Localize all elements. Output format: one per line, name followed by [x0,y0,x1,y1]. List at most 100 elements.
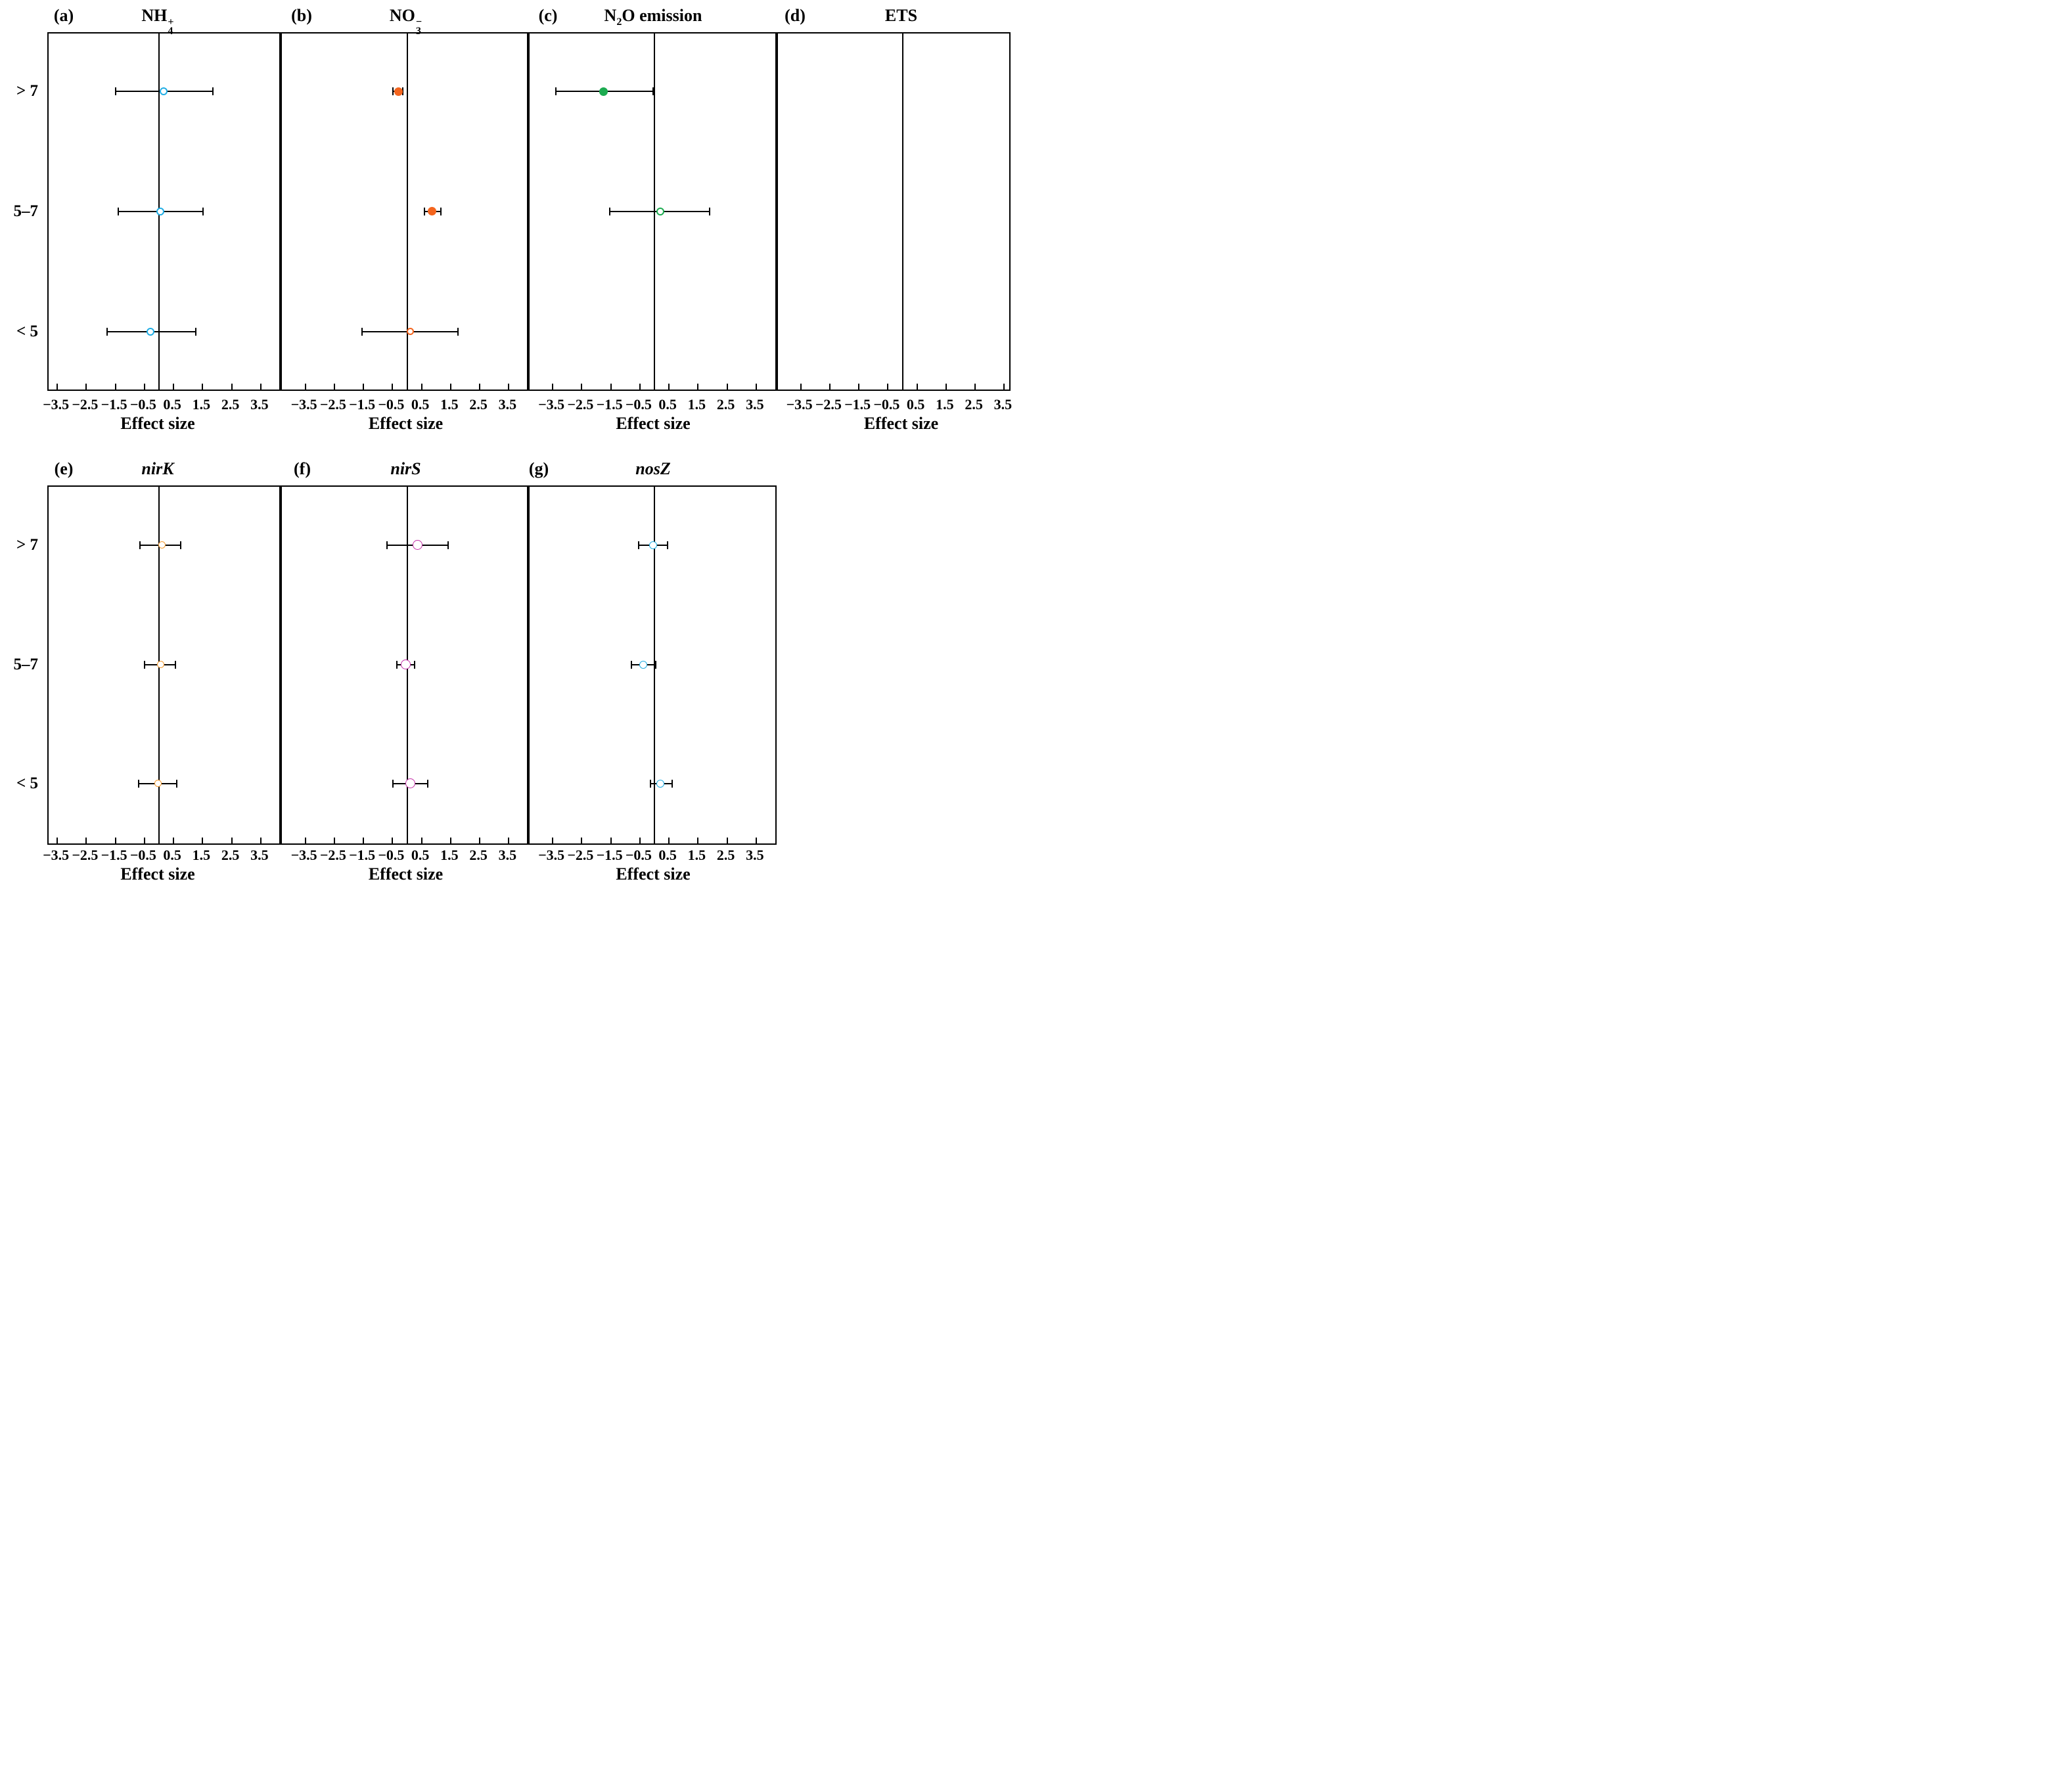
x-axis-label: Effect size [616,864,691,884]
x-axis-tick [668,384,670,390]
data-point-open [154,780,162,787]
x-axis-tick [639,384,641,390]
x-axis-tick-label: −3.5 [786,396,813,413]
x-axis-tick [974,384,976,390]
x-axis-tick [800,384,802,390]
x-axis-tick-label: −3.5 [538,396,565,413]
x-axis-tick-label: −2.5 [567,396,594,413]
x-axis-tick [231,837,233,843]
error-bar-cap [139,541,141,549]
error-bar-cap [392,87,394,95]
x-axis-tick [333,837,335,843]
panel-letter: (d) [785,6,806,25]
x-axis-tick [726,384,728,390]
x-axis-tick [639,837,641,843]
panel-letter: (b) [291,6,312,25]
y-category-label: < 5 [16,322,38,340]
error-bar-cap [138,779,140,788]
x-axis-tick [449,837,451,843]
panel-title: N2O emission [604,6,702,28]
x-axis-tick [552,837,554,843]
x-axis-tick-label: −2.5 [815,396,842,413]
error-bar-cap [649,779,651,788]
x-axis-tick-label: −0.5 [378,396,405,413]
error-bar-cap [175,779,177,788]
error-bar-cap [118,207,120,215]
x-axis-tick [858,384,860,390]
x-axis-tick-label: 3.5 [746,847,764,863]
error-bar-cap [202,207,204,215]
x-axis-tick [304,837,306,843]
x-axis-tick [173,837,175,843]
x-axis-tick-label: −1.5 [101,847,127,863]
x-axis-tick-label: 1.5 [192,847,211,863]
x-axis-tick-label: 1.5 [440,396,459,413]
x-axis-tick-label: 2.5 [469,396,488,413]
x-axis-tick-label: 3.5 [498,396,517,413]
x-axis-label: Effect size [616,414,691,433]
x-axis-tick-label: 3.5 [498,847,517,863]
error-bar-cap [392,779,394,788]
error-bar-cap [386,541,388,549]
y-category-label: > 7 [16,535,38,554]
error-bar-cap [144,660,146,669]
x-axis-tick-label: 2.5 [469,847,488,863]
x-axis-tick-label: −2.5 [567,847,594,863]
data-point-open [146,327,154,336]
data-point-open [156,207,165,215]
x-axis-tick [581,384,583,390]
x-axis-tick-label: −3.5 [290,847,317,863]
y-category-label: > 7 [16,82,38,100]
x-axis-tick [392,384,394,390]
x-axis-tick-label: 0.5 [906,396,925,413]
x-axis-tick [508,837,510,843]
x-axis-tick [363,837,365,843]
x-axis-tick [202,837,204,843]
error-bar-cap [424,207,426,215]
panel-letter: (c) [538,6,558,25]
x-axis-tick [449,384,451,390]
x-axis-tick [260,837,262,843]
error-bar-cap [608,207,610,215]
x-axis-label: Effect size [120,414,195,433]
x-axis-tick [697,384,699,390]
y-category-label: < 5 [16,774,38,792]
x-axis-tick-label: −3.5 [43,847,70,863]
x-axis-tick [581,837,583,843]
x-axis-tick [887,384,889,390]
error-bar-cap [652,87,654,95]
forest-plot-figure: > 7 5–7 < 5 > 7 5–7 < 5 −3.5 −2.5 −1.5 −0.5 0.5 1.5… [0,0,1025,896]
data-point-open [656,779,665,788]
error-bar-cap [667,541,669,549]
error-bar-cap [402,87,404,95]
x-axis-tick-label: −1.5 [596,396,623,413]
zero-reference-line [406,33,408,390]
x-axis-tick [304,384,306,390]
panel-title: nirK [141,459,174,478]
error-bar-cap [555,87,557,95]
x-axis-tick-label: −0.5 [129,847,156,863]
x-axis-tick-label: 3.5 [250,396,269,413]
error-bar-cap [180,541,182,549]
error-bar-cap [655,660,657,669]
x-axis-tick-label: −0.5 [873,396,900,413]
data-point-open [405,778,415,788]
x-axis-tick-label: 1.5 [687,396,706,413]
x-axis-tick-label: −2.5 [72,847,99,863]
x-axis-tick-label: −0.5 [625,847,652,863]
x-axis-tick-label: 0.5 [658,847,677,863]
y-category-label: 5–7 [13,655,39,673]
x-axis-tick-label: 2.5 [221,396,240,413]
data-point-filled [394,87,403,96]
x-axis-tick [1003,384,1005,390]
x-axis-tick [508,384,510,390]
x-axis-tick-label: 0.5 [163,396,181,413]
x-axis-tick [916,384,918,390]
x-axis-tick-label: 3.5 [250,847,269,863]
x-axis-tick-label: 2.5 [965,396,983,413]
x-axis-tick [85,837,87,843]
x-axis-tick-label: 3.5 [746,396,764,413]
data-point-open [649,541,657,549]
error-bar-cap [114,87,116,95]
error-bar-cap [671,779,673,788]
